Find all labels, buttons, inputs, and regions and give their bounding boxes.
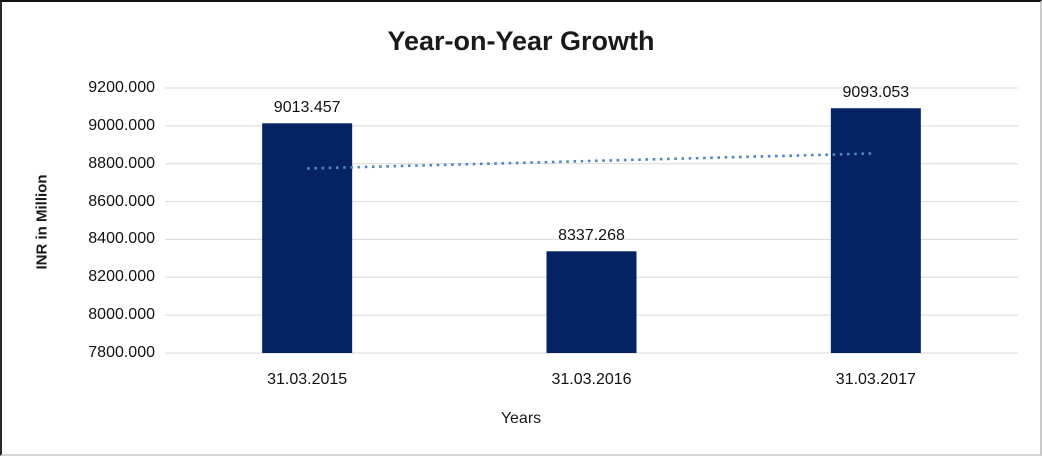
bar-value-label: 9093.053: [842, 84, 910, 102]
y-tick-label: 9000.000: [88, 116, 155, 134]
y-tick-label: 8600.000: [88, 192, 155, 210]
x-tick-label: 31.03.2015: [267, 371, 348, 388]
bar-31.03.2016: [546, 251, 637, 353]
y-tick-label: 8800.000: [88, 154, 155, 172]
x-tick-label: 31.03.2017: [835, 371, 916, 388]
bar-31.03.2015: [262, 123, 353, 353]
bar-31.03.2017: [830, 108, 921, 354]
bar-value-label: 9013.457: [273, 99, 341, 117]
x-tick-label: 31.03.2016: [551, 371, 632, 388]
y-tick-label: 8000.000: [88, 306, 155, 324]
bar-value-label: 8337.268: [558, 227, 625, 245]
y-tick-label: 8400.000: [88, 230, 155, 248]
chart-title: Year-on-Year Growth: [387, 26, 655, 56]
x-axis-title: Years: [500, 410, 542, 427]
y-tick-label: 9200.000: [88, 79, 155, 96]
trendline: [307, 152, 876, 170]
y-tick-label: 7800.000: [88, 344, 155, 361]
y-tick-label: 8200.000: [88, 268, 155, 286]
